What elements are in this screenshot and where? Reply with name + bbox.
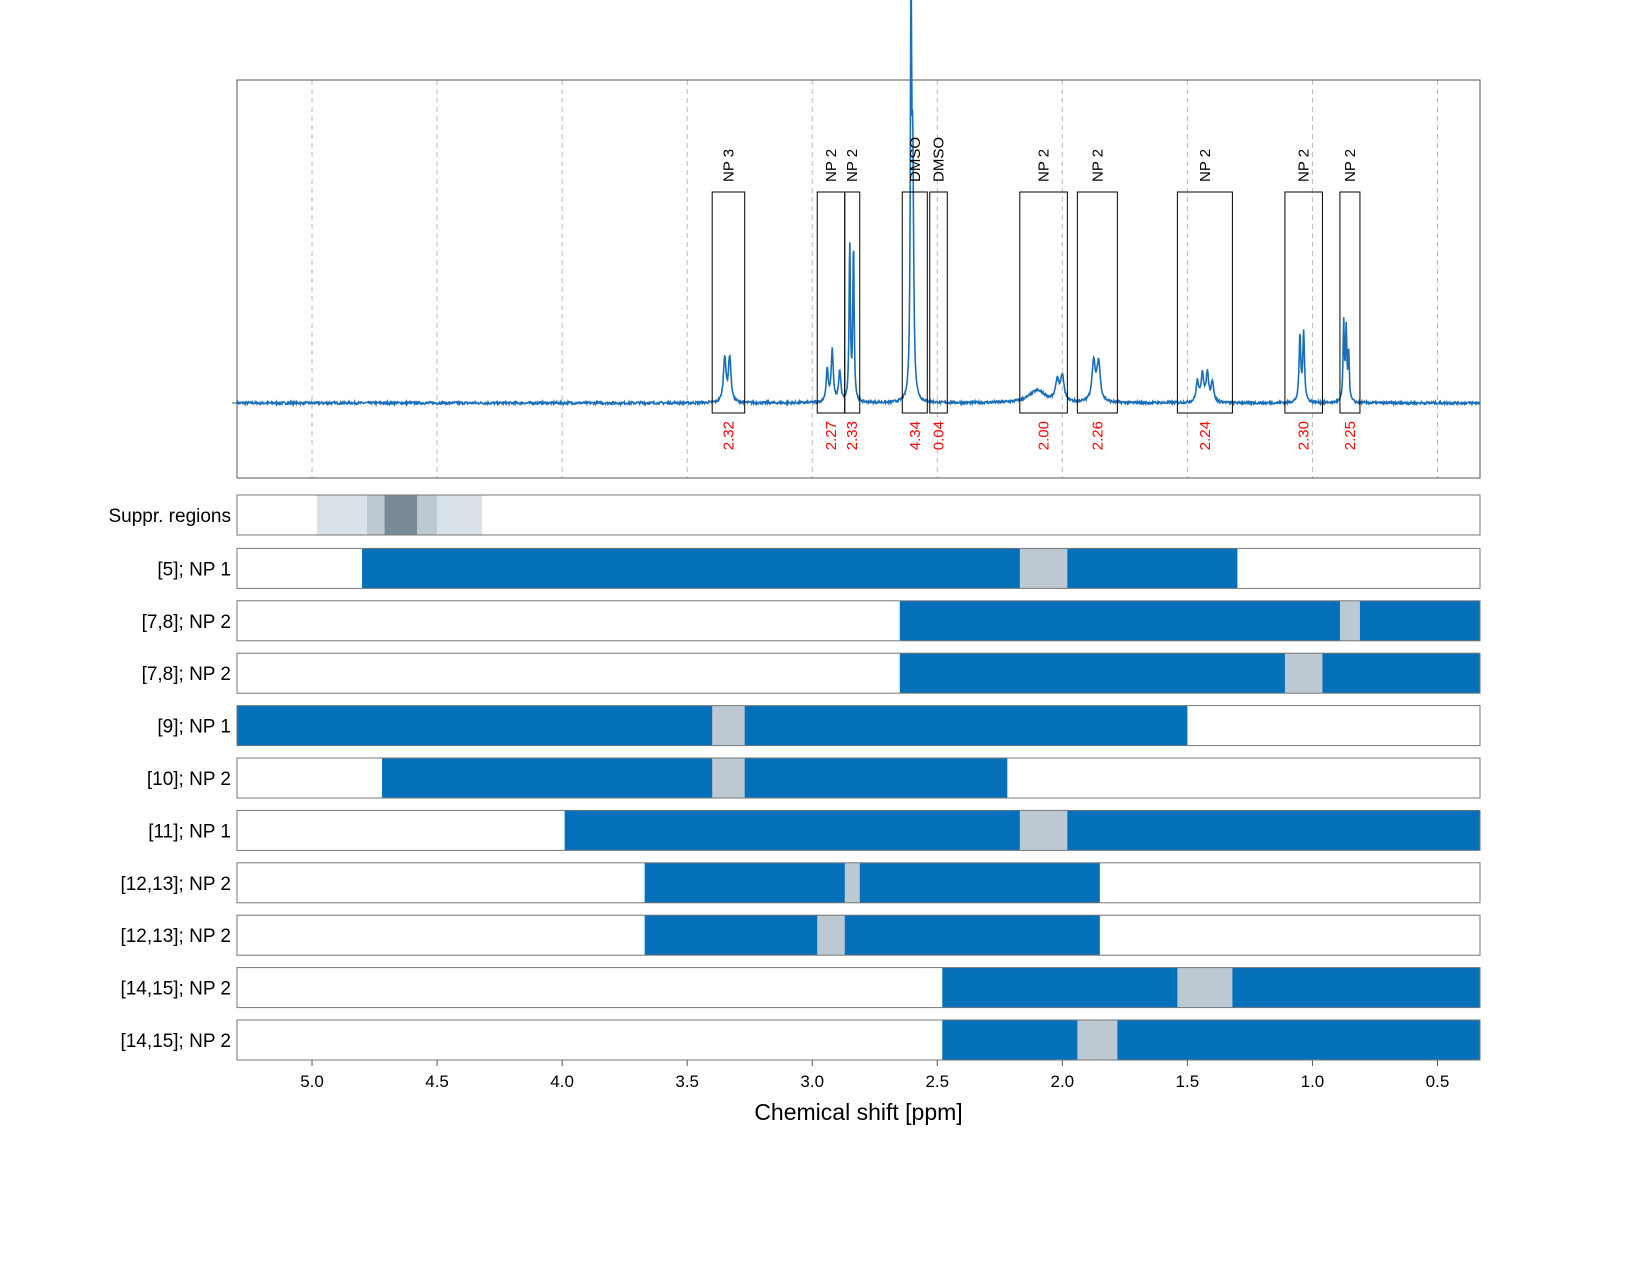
alignment-row: [14,15]; NP 2 — [120, 1019, 1481, 1061]
row-frame — [236, 967, 1481, 1009]
overlap-segment — [712, 705, 745, 746]
peak-box — [1284, 191, 1323, 414]
alignment-rows: [5]; NP 1 [7,8]; NP 2 [7,8]; NP 2 [9]; NP 1… — [120, 547, 1481, 1061]
peak-label: NP 2 — [1342, 149, 1359, 182]
overlap-segment — [817, 915, 845, 956]
overlap-segment — [1019, 548, 1068, 589]
peak-box — [1176, 191, 1233, 414]
integral-label: 2.24 — [1197, 421, 1214, 450]
range-bar — [644, 862, 1100, 903]
alignment-row: [9]; NP 1 — [157, 705, 1481, 747]
row-frame — [236, 652, 1481, 694]
peak-label: DMSO — [907, 137, 924, 182]
alignment-row: [10]; NP 2 — [147, 757, 1481, 799]
row-label: [14,15]; NP 2 — [120, 979, 231, 1000]
x-tick-label: 3.0 — [800, 1072, 824, 1091]
row-frame — [236, 705, 1481, 747]
overlap-segment — [712, 758, 745, 798]
row-frame — [236, 547, 1481, 589]
row-label: [9]; NP 1 — [157, 717, 231, 738]
alignment-row: [12,13]; NP 2 — [120, 914, 1481, 956]
integral-label: 2.00 — [1036, 421, 1053, 450]
row-frame — [236, 809, 1481, 851]
spectrum-frame — [236, 79, 1481, 479]
row-label: [7,8]; NP 2 — [142, 612, 231, 633]
suppressed-label: Suppr. regions — [108, 506, 231, 527]
integral-label: 2.30 — [1296, 421, 1313, 450]
row-frame — [236, 862, 1481, 904]
row-label: [7,8]; NP 2 — [142, 664, 231, 685]
row-frame — [236, 600, 1481, 642]
x-tick-label: 1.0 — [1301, 1072, 1325, 1091]
x-tick-label: 0.5 — [1426, 1072, 1450, 1091]
row-label: [12,13]; NP 2 — [120, 874, 231, 895]
integral-label: 2.33 — [844, 421, 861, 450]
range-bar — [382, 758, 1008, 798]
suppressed-frame — [236, 494, 1481, 536]
row-label: [11]; NP 1 — [148, 821, 231, 842]
peak-box — [1339, 191, 1361, 414]
integral-label: 4.34 — [907, 421, 924, 450]
overlap-segment — [1019, 810, 1068, 851]
peak-label: NP 2 — [1197, 149, 1214, 182]
peak-box — [929, 191, 948, 414]
spectrum-line — [236, 0, 1481, 408]
peak-label: NP 2 — [844, 149, 861, 182]
range-bar — [362, 548, 1238, 589]
suppressed-regions-panel: Suppr. regions — [108, 494, 1481, 536]
alignment-row: [14,15]; NP 2 — [120, 967, 1481, 1009]
suppressed-band — [384, 495, 418, 535]
range-bar — [899, 653, 1480, 694]
peak-box — [1019, 191, 1068, 414]
peak-box — [1076, 191, 1118, 414]
range-bar — [644, 915, 1100, 956]
row-frame — [236, 914, 1481, 956]
row-frame — [236, 757, 1481, 799]
peak-label: NP 3 — [720, 149, 737, 182]
integral-label: 2.27 — [823, 421, 840, 450]
row-frame — [236, 1019, 1481, 1061]
integral-label: 2.32 — [720, 421, 737, 450]
range-bar — [899, 600, 1480, 641]
alignment-row: [12,13]; NP 2 — [120, 862, 1481, 904]
peak-boxes: NP 3 2.32 NP 2 2.27 NP 2 2.33 DMSO 4.34 DMSO 0.04… — [711, 137, 1361, 450]
overlap-segment — [1284, 653, 1323, 694]
alignment-row: [5]; NP 1 — [157, 547, 1481, 589]
x-tick-label: 2.5 — [925, 1072, 949, 1091]
overlap-segment — [844, 862, 860, 903]
x-tick-label: 4.0 — [550, 1072, 574, 1091]
alignment-row: [11]; NP 1 — [148, 809, 1481, 851]
overlap-segment — [1177, 967, 1233, 1008]
overlap-segment — [1077, 1020, 1118, 1060]
row-label: [10]; NP 2 — [147, 769, 231, 790]
x-tick-label: 3.5 — [675, 1072, 699, 1091]
row-label: [5]; NP 1 — [157, 559, 231, 580]
x-tick-label: 4.5 — [425, 1072, 449, 1091]
range-bar — [942, 1020, 1480, 1060]
row-label: [14,15]; NP 2 — [120, 1031, 231, 1052]
grid-lines — [311, 80, 1438, 478]
x-tick-label: 2.0 — [1051, 1072, 1075, 1091]
integral-label: 2.26 — [1089, 421, 1106, 450]
peak-label: NP 2 — [1296, 149, 1313, 182]
x-axis-label: Chemical shift [ppm] — [754, 1099, 962, 1125]
integral-label: 0.04 — [931, 421, 948, 450]
peak-label: NP 2 — [1089, 149, 1106, 182]
peak-label: NP 2 — [823, 149, 840, 182]
alignment-row: [7,8]; NP 2 — [142, 600, 1481, 642]
x-tick-label: 1.5 — [1176, 1072, 1200, 1091]
peak-box — [901, 191, 928, 414]
peak-label: DMSO — [931, 137, 948, 182]
peak-box — [844, 191, 861, 414]
x-tick-label: 5.0 — [300, 1072, 324, 1091]
peak-box — [711, 191, 746, 414]
integral-label: 2.25 — [1342, 421, 1359, 450]
alignment-row: [7,8]; NP 2 — [142, 652, 1481, 694]
peak-label: NP 2 — [1036, 149, 1053, 182]
x-axis: 5.0 4.5 4.0 3.5 3.0 2.5 2.0 1.5 1.0 0.5 — [300, 1060, 1449, 1091]
spectrum-panel: NP 3 2.32 NP 2 2.27 NP 2 2.33 DMSO 4.34 DMSO 0.04… — [232, 0, 1481, 479]
row-label: [12,13]; NP 2 — [120, 926, 231, 947]
overlap-segment — [1339, 600, 1360, 641]
